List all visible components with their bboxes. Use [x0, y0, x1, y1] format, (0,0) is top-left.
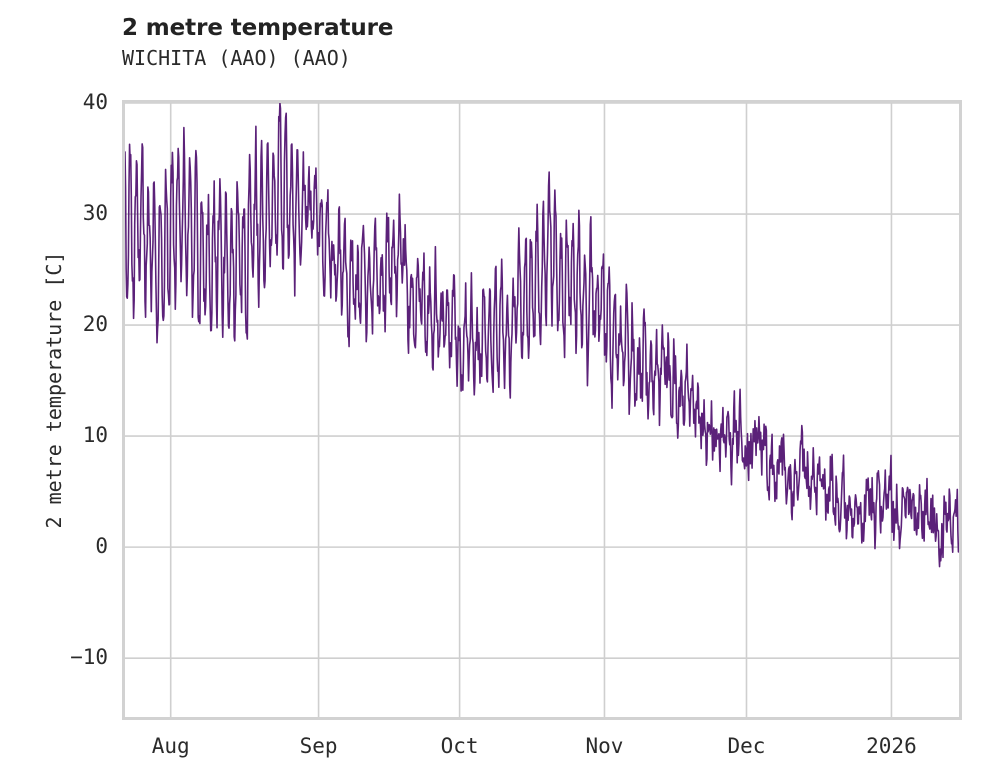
temperature-series-line: [125, 103, 959, 567]
page-title: 2 metre temperature: [122, 15, 394, 41]
y-tick-label: −10: [70, 645, 108, 670]
y-tick-label: 20: [82, 312, 108, 337]
y-tick-label: 10: [82, 423, 108, 448]
y-tick-label: 40: [82, 90, 108, 114]
x-tick-label: Nov: [585, 734, 624, 758]
x-tick-label: Oct: [440, 734, 479, 758]
plot-svg: [125, 103, 959, 717]
x-tick-label: Dec: [727, 734, 766, 758]
y-tick-label: 30: [82, 201, 108, 226]
plot-area: [122, 100, 962, 720]
x-tick-label: Sep: [299, 734, 338, 758]
x-tick-label: Aug: [151, 734, 190, 758]
chart-subtitle: WICHITA (AAO) (AAO): [122, 46, 351, 70]
y-tick-label: 0: [95, 534, 108, 559]
title-block: 2 metre temperature WICHITA (AAO) (AAO): [122, 14, 922, 71]
x-tick-label: 2026: [866, 734, 917, 758]
y-axis-ticks: 40 30 20 10 0 −10: [0, 0, 108, 782]
grid-lines: [125, 103, 959, 717]
